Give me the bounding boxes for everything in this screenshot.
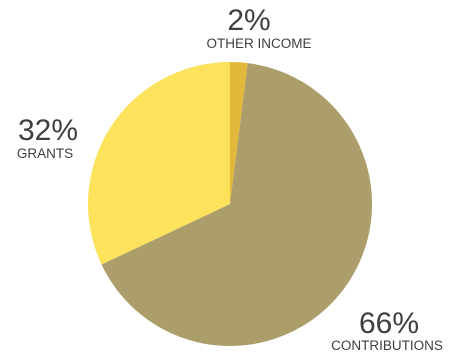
category-label-grants: GRANTS — [17, 146, 73, 161]
percent-label-grants: 32% — [18, 114, 78, 147]
slice-label-grants: 32% GRANTS — [17, 114, 78, 161]
slice-label-contributions: 66% CONTRIBUTIONS — [331, 307, 443, 353]
slice-label-other-income: 2% OTHER INCOME — [206, 4, 311, 51]
pie-slice-contributions — [101, 63, 372, 346]
category-label-other-income: OTHER INCOME — [206, 36, 311, 51]
percent-label-contributions: 66% — [359, 307, 419, 340]
category-label-contributions: CONTRIBUTIONS — [331, 338, 443, 353]
pie-slices — [87, 62, 372, 346]
percent-label-other-income: 2% — [227, 4, 270, 37]
pie-slice-other-income — [230, 62, 248, 204]
pie-slice-grants — [87, 62, 230, 265]
